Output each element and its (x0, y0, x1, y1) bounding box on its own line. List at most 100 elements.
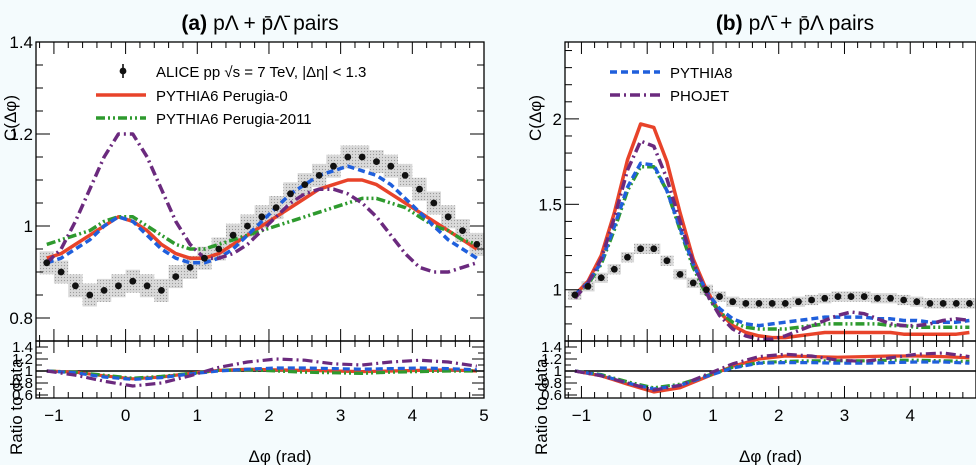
ratio-line-phojet (46, 357, 478, 388)
y-axis-label: C(Δφ) (1, 95, 20, 141)
panel-label: (a) (181, 12, 207, 35)
data-point (742, 300, 750, 307)
data-point (301, 181, 309, 189)
series-line-pythia8 (46, 164, 478, 265)
data-point (887, 294, 894, 302)
y-tick-label: 1 (24, 217, 33, 236)
series-line-phojet (45, 132, 478, 274)
data-point (873, 294, 881, 302)
ratio-y-tick-label: 0.8 (541, 375, 562, 392)
data-point (768, 300, 776, 307)
data-point (172, 273, 180, 280)
top-series-group (39, 132, 484, 307)
x-tick-label: 1 (193, 406, 202, 425)
y-tick-label: 1.4 (9, 33, 33, 52)
x-tick-label: 1 (708, 406, 717, 425)
data-point (834, 293, 842, 300)
data-point (215, 245, 223, 253)
data-point (624, 253, 631, 261)
data-point (287, 190, 294, 198)
data-point (57, 268, 65, 276)
x-tick-label: 4 (408, 406, 417, 425)
data-point (158, 287, 165, 294)
y-tick-label: 1.2 (9, 125, 33, 144)
data-point (459, 227, 466, 235)
legend-entry-perugia-2011: PYTHIA6 Perugia-2011 (156, 111, 312, 128)
panel-title: (b) pΛ̄ + p̄Λ pairs (716, 12, 874, 35)
legend-entry-pythia8: PYTHIA8 (670, 65, 733, 82)
data-point (115, 282, 122, 290)
data-point (186, 264, 194, 271)
data-point (676, 270, 684, 278)
x-tick-label: −1 (44, 406, 63, 425)
data-point (330, 162, 337, 170)
legend-data-marker (119, 67, 127, 75)
ratio-frame (35, 340, 485, 399)
data-point (952, 300, 960, 307)
data-point (926, 300, 934, 307)
y-tick-label: 1 (553, 281, 562, 300)
x-tick-label: 3 (336, 406, 345, 425)
data-point (473, 241, 481, 248)
data-point (913, 298, 921, 306)
data-point (315, 172, 323, 179)
ratio-series-group (565, 351, 976, 394)
panel-label: (b) (716, 12, 743, 35)
data-point (966, 300, 973, 307)
ratio-y-tick-label: 1.2 (541, 351, 562, 368)
data-point (344, 153, 352, 161)
ratio-y-tick-label: 0.6 (12, 387, 33, 404)
ratio-frame (564, 340, 976, 399)
x-tick-label: 0 (642, 406, 651, 425)
legend-entry-perugia-0: PYTHIA6 Perugia-0 (156, 88, 288, 105)
ratio-y-tick-label: 0.6 (541, 387, 562, 404)
x-tick-label: 2 (264, 406, 273, 425)
data-point (201, 254, 208, 262)
y-tick-label: 0.8 (9, 309, 33, 328)
data-point (444, 213, 452, 221)
data-point (430, 199, 438, 207)
y-tick-label: 2 (553, 110, 562, 129)
data-point (821, 294, 829, 302)
data-point (650, 245, 658, 253)
data-point (860, 293, 868, 300)
data-point (258, 213, 266, 221)
top-series-group (568, 122, 976, 341)
ratio-y-axis-label: Ratio to data (7, 358, 26, 455)
x-tick-label: 4 (906, 406, 915, 425)
data-point (702, 286, 710, 294)
ratio-y-tick-label: 1.2 (12, 351, 33, 368)
panel-b: −1 0 1 2 3 411.520.60.811.21.4Δφ (rad)C(Δφ)Ra… (526, 12, 976, 466)
data-point (373, 158, 380, 166)
data-point (637, 245, 645, 253)
x-tick-label: 3 (840, 406, 849, 425)
x-axis-label: Δφ (rad) (249, 447, 312, 465)
data-point (584, 282, 592, 290)
data-point (229, 231, 237, 239)
panel-title-text: pΛ + p̄Λ̄ pairs (213, 12, 339, 35)
data-point (795, 298, 802, 306)
ratio-line-phojet (574, 351, 970, 392)
ratio-y-tick-label: 1.4 (541, 339, 562, 356)
legend-entry-data: ALICE pp √s = 7 TeV, |Δη| < 1.3 (156, 64, 366, 81)
data-point (100, 287, 108, 294)
series-line-pythia6-perugia-0 (46, 178, 478, 260)
data-point (663, 257, 671, 265)
ratio-line-pythia8 (46, 366, 477, 381)
ratio-y-tick-label: 1.4 (12, 339, 33, 356)
data-point (597, 274, 605, 282)
top-plot-area (565, 42, 976, 341)
ratio-y-tick-label: 0.8 (12, 375, 33, 392)
ratio-y-tick-label: 1 (25, 363, 33, 380)
data-point (716, 293, 723, 300)
series-line-phojet (573, 139, 970, 341)
data-point (86, 291, 94, 299)
data-point (43, 259, 51, 267)
series-line-pythia8 (573, 161, 970, 328)
data-point (755, 300, 763, 307)
data-point (272, 204, 280, 212)
data-point (143, 282, 151, 290)
data-point (358, 153, 366, 161)
